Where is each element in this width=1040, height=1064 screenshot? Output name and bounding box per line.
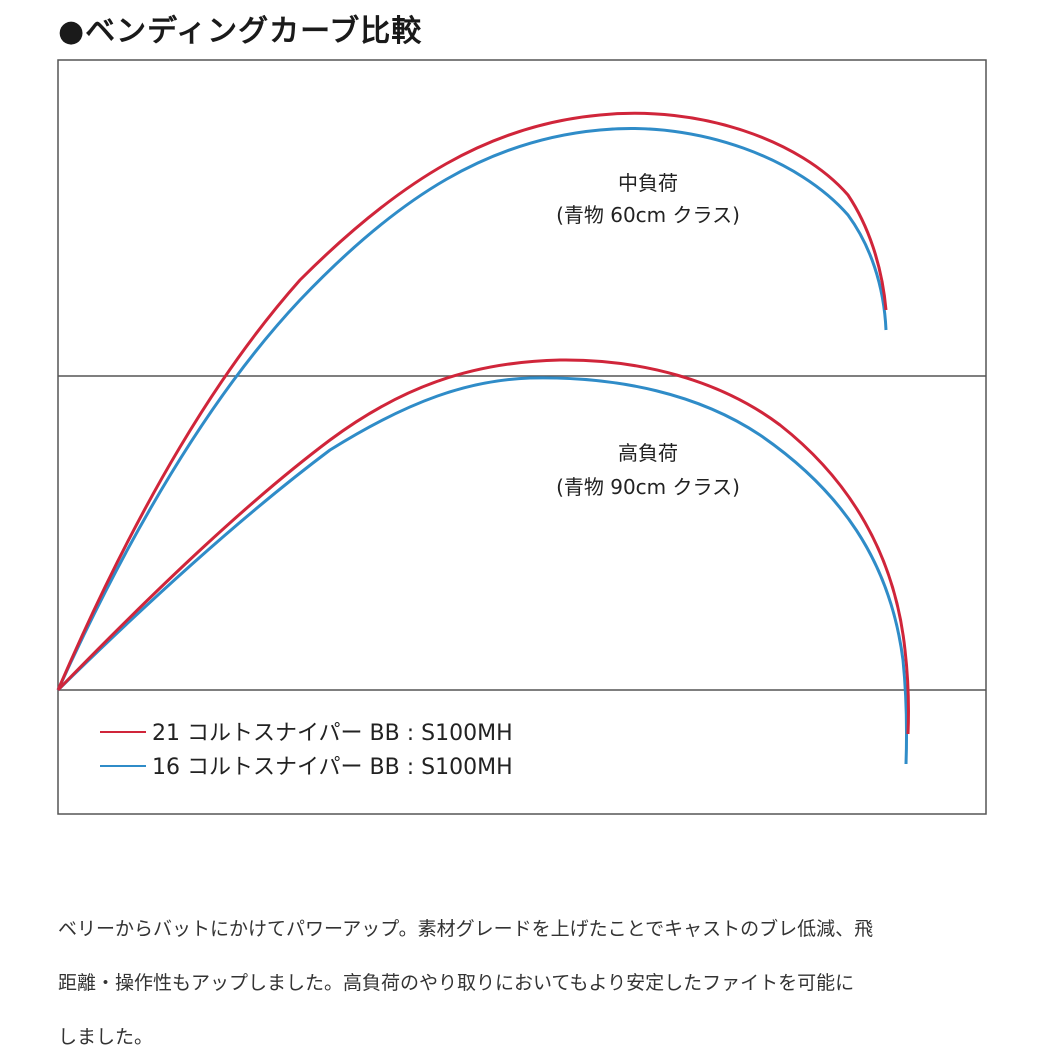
description-line: 距離・操作性もアップしました。高負荷のやり取りにおいてもより安定したファイトを可… [58,972,855,994]
chart-frame [57,59,987,815]
legend: 21 コルトスナイパー BB : S100MH 16 コルトスナイパー BB :… [100,721,513,780]
description-line: しました。 [58,1026,154,1048]
bending-curve-chart: 中負荷 (青物 60cm クラス) 高負荷 (青物 90cm クラス) 21 コ… [56,59,987,815]
annotation-medium-line2: (青物 60cm クラス) [556,203,740,227]
annotation-medium-line1: 中負荷 [618,171,678,195]
annotation-heavy-line1: 高負荷 [618,441,678,465]
description-line: ベリーからバットにかけてパワーアップ。素材グレードを上げたことでキャストのブレ低… [58,918,874,940]
legend-label-21: 21 コルトスナイパー BB : S100MH [152,721,513,746]
curve-16-medium [56,126,888,691]
legend-label-16: 16 コルトスナイパー BB : S100MH [152,755,513,780]
curve-21-heavy [56,358,911,735]
curve-21-medium [56,111,888,691]
annotation-heavy-line2: (青物 90cm クラス) [556,475,740,499]
page-title: ●ベンディングカーブ比較 [58,14,423,49]
curve-16-heavy [56,376,909,765]
